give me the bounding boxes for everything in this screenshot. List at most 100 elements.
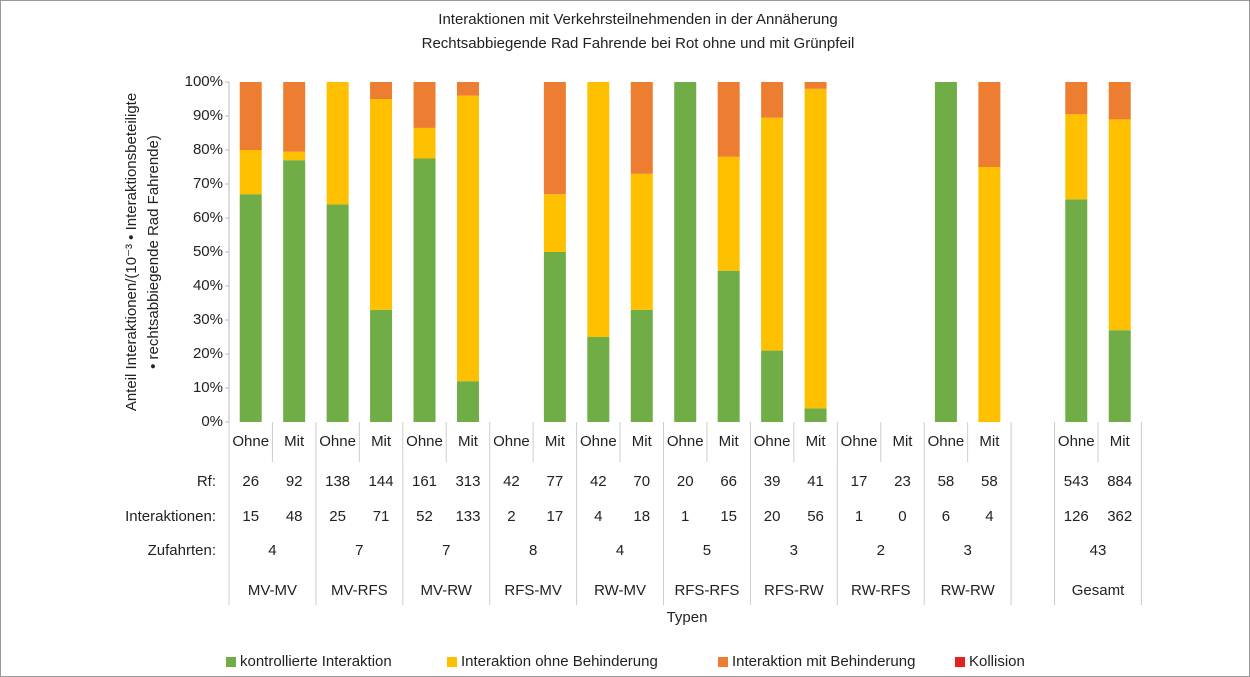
table-cell: 362 xyxy=(1107,508,1132,525)
table-cell: 1 xyxy=(855,508,863,525)
legend-swatch xyxy=(226,657,236,667)
group-label: RW-RFS xyxy=(851,582,910,599)
legend-label: Kollision xyxy=(969,653,1025,670)
x-tick-label: Ohne xyxy=(319,433,356,450)
table-cell: 18 xyxy=(633,508,650,525)
x-tick-label: Ohne xyxy=(1058,433,1095,450)
bar-segment xyxy=(630,309,653,422)
table-cell: 126 xyxy=(1064,508,1089,525)
table-cell: 42 xyxy=(590,473,607,490)
x-tick-label: Mit xyxy=(371,433,392,450)
bar-segment xyxy=(1108,82,1131,120)
bar-segment xyxy=(283,151,306,161)
group-label: RFS-RFS xyxy=(674,582,739,599)
bar-segment xyxy=(456,82,479,96)
table-cell: 17 xyxy=(851,473,868,490)
table-cell: 43 xyxy=(1090,542,1107,559)
y-tick-label: 90% xyxy=(193,107,223,124)
y-axis-label: • rechtsabbiegende Rad Fahrende) xyxy=(145,135,162,369)
table-cell: 48 xyxy=(286,508,303,525)
table-cell: 0 xyxy=(898,508,906,525)
bar-segment xyxy=(630,82,653,174)
table-cell: 7 xyxy=(442,542,450,559)
table-cell: 6 xyxy=(942,508,950,525)
bar-segment xyxy=(717,82,740,157)
x-tick-label: Mit xyxy=(719,433,740,450)
y-tick-label: 40% xyxy=(193,277,223,294)
bar-segment xyxy=(587,82,610,337)
bar-segment xyxy=(587,337,610,422)
table-cell: 884 xyxy=(1107,473,1132,490)
bar-segment xyxy=(804,408,827,422)
bar-segment xyxy=(456,381,479,422)
bar-segment xyxy=(239,194,262,422)
table-cell: 3 xyxy=(790,542,798,559)
bar-segment xyxy=(283,82,306,152)
bar-segment xyxy=(1065,114,1088,200)
bar-segment xyxy=(543,252,566,422)
group-label: Gesamt xyxy=(1072,582,1125,599)
table-cell: 4 xyxy=(985,508,993,525)
x-tick-label: Mit xyxy=(632,433,653,450)
y-tick-label: 100% xyxy=(185,73,223,90)
chart-title: Interaktionen mit Verkehrsteilnehmenden … xyxy=(438,11,837,28)
table-cell: 2 xyxy=(877,542,885,559)
bar-segment xyxy=(1065,82,1088,115)
x-tick-label: Ohne xyxy=(232,433,269,450)
bar-segment xyxy=(761,350,784,422)
bar-segment xyxy=(370,99,393,310)
table-cell: 42 xyxy=(503,473,520,490)
table-cell: 4 xyxy=(268,542,276,559)
bar-segment xyxy=(456,95,479,382)
bar-segment xyxy=(1108,330,1131,422)
legend-swatch xyxy=(718,657,728,667)
table-cell: 7 xyxy=(355,542,363,559)
x-tick-label: Mit xyxy=(458,433,479,450)
table-cell: 313 xyxy=(455,473,480,490)
table-cell: 52 xyxy=(416,508,433,525)
bar-segment xyxy=(413,82,436,128)
table-cell: 17 xyxy=(547,508,564,525)
group-label: MV-RW xyxy=(421,582,473,599)
bar-segment xyxy=(413,158,436,422)
x-tick-label: Mit xyxy=(892,433,913,450)
legend-swatch xyxy=(955,657,965,667)
group-label: RW-RW xyxy=(941,582,996,599)
y-axis-label: Anteil Interaktionen/(10⁻³ • Interaktion… xyxy=(123,93,140,411)
table-cell: 41 xyxy=(807,473,824,490)
table-cell: 161 xyxy=(412,473,437,490)
table-cell: 25 xyxy=(329,508,346,525)
bar-segment xyxy=(978,82,1001,167)
bar-segment xyxy=(543,194,566,252)
table-cell: 4 xyxy=(594,508,602,525)
table-cell: 58 xyxy=(938,473,955,490)
table-cell: 23 xyxy=(894,473,911,490)
x-tick-label: Mit xyxy=(979,433,1000,450)
y-tick-label: 60% xyxy=(193,209,223,226)
bar-segment xyxy=(934,82,957,422)
row-label: Zufahrten: xyxy=(148,542,216,559)
table-cell: 20 xyxy=(677,473,694,490)
table-cell: 77 xyxy=(547,473,564,490)
y-tick-label: 70% xyxy=(193,175,223,192)
row-label: Interaktionen: xyxy=(125,508,216,525)
table-cell: 71 xyxy=(373,508,390,525)
table-cell: 66 xyxy=(720,473,737,490)
group-label: MV-MV xyxy=(248,582,297,599)
group-label: MV-RFS xyxy=(331,582,388,599)
x-tick-label: Mit xyxy=(284,433,305,450)
bar-segment xyxy=(761,82,784,118)
x-tick-label: Ohne xyxy=(493,433,530,450)
bar-segment xyxy=(1108,119,1131,331)
x-tick-label: Ohne xyxy=(928,433,965,450)
legend-label: Interaktion mit Behinderung xyxy=(732,653,915,670)
bar-segment xyxy=(804,88,827,409)
y-tick-label: 30% xyxy=(193,311,223,328)
bar-segment xyxy=(413,127,436,159)
chart-subtitle: Rechtsabbiegende Rad Fahrende bei Rot oh… xyxy=(422,35,855,52)
bar-segment xyxy=(370,309,393,422)
legend-swatch xyxy=(447,657,457,667)
table-cell: 1 xyxy=(681,508,689,525)
